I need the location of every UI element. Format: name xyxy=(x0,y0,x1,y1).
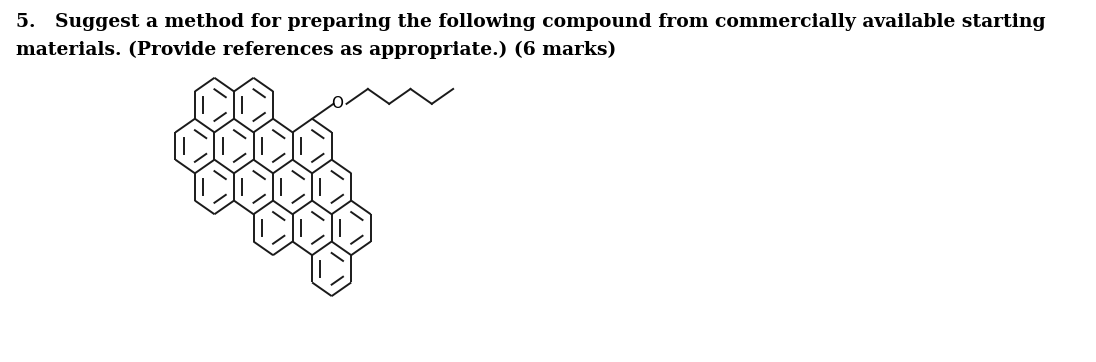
Text: 5.   Suggest a method for preparing the following compound from commercially ava: 5. Suggest a method for preparing the fo… xyxy=(16,13,1046,31)
Text: O: O xyxy=(331,96,343,111)
Text: materials. (Provide references as appropriate.) (6 marks): materials. (Provide references as approp… xyxy=(16,41,616,59)
